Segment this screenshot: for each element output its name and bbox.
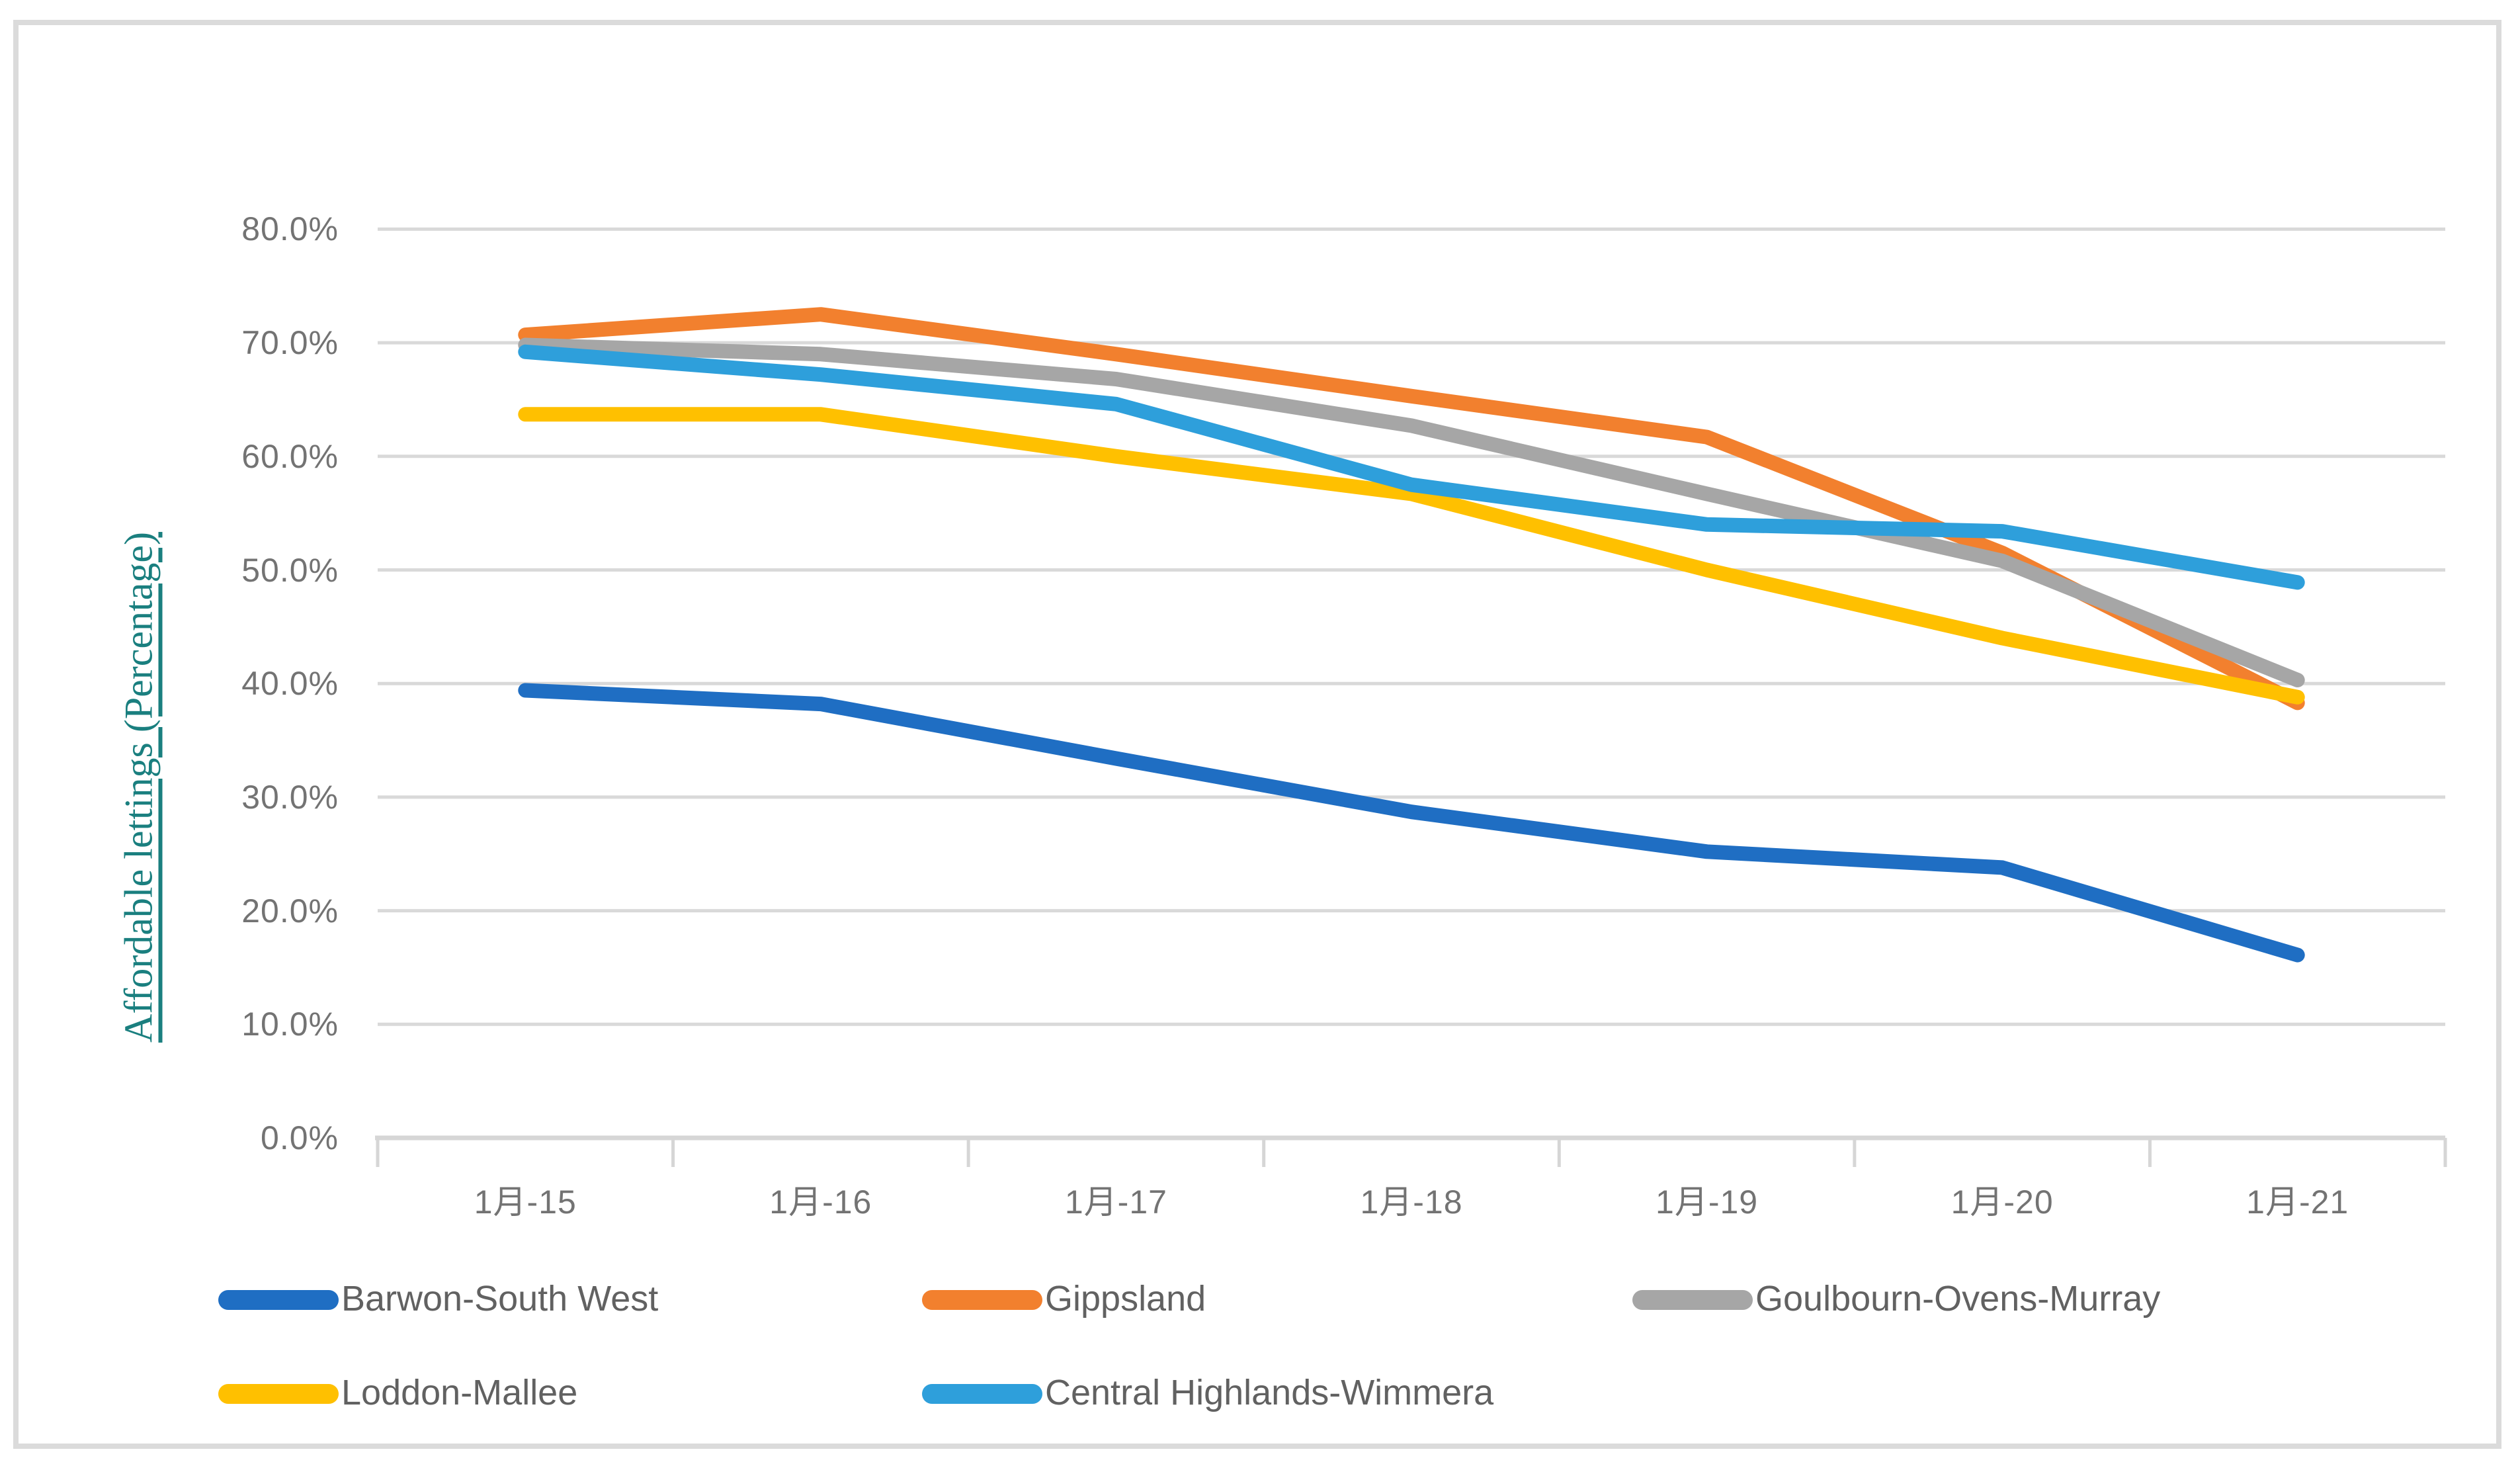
series-line-goulbourn-ovens-murray — [518, 337, 2305, 687]
y-axis-tick-label: 10.0% — [241, 1006, 339, 1043]
x-axis-tick-label: 1月-17 — [1064, 1184, 1167, 1221]
x-axis-tick-label: 1月-18 — [1360, 1184, 1463, 1221]
y-axis-tick-label: 20.0% — [241, 892, 339, 930]
series-line-barwon-south-west — [518, 683, 2305, 963]
legend-swatch-gippsland — [922, 1290, 1042, 1310]
legend-label: Barwon-South West — [341, 1279, 659, 1319]
y-axis-tick-label: 60.0% — [241, 437, 339, 475]
series-line-central-highlands-wimmera — [518, 344, 2305, 590]
legend-label: Central Highlands-Wimmera — [1045, 1373, 1494, 1412]
series-line-loddon-mallee — [518, 407, 2305, 705]
y-axis-tick-label: 30.0% — [241, 778, 339, 816]
y-axis-tick-label: 0.0% — [261, 1119, 339, 1156]
legend-swatch-loddon-mallee — [218, 1384, 339, 1404]
x-axis-tick-label: 1月-20 — [1951, 1184, 2054, 1221]
y-axis-title-text: Affordable lettings (Percentage) — [116, 532, 161, 1043]
y-axis-tick-label: 50.0% — [241, 551, 339, 589]
y-axis-tick-label: 70.0% — [241, 324, 339, 362]
legend-label: Loddon-Mallee — [341, 1373, 578, 1412]
legend-swatch-goulbourn-ovens-murray — [1632, 1290, 1753, 1310]
chart-frame — [13, 20, 2501, 1449]
x-axis-tick-label: 1月-16 — [769, 1184, 872, 1221]
legend-swatch-barwon-south-west — [218, 1290, 339, 1310]
x-axis-tick-label: 1月-21 — [2246, 1184, 2349, 1221]
x-axis-tick-label: 1月-19 — [1656, 1184, 1759, 1221]
x-axis-tick-label: 1月-15 — [474, 1184, 577, 1221]
y-axis-tick-label: 80.0% — [241, 210, 339, 248]
legend-swatch-central-highlands-wimmera — [922, 1384, 1042, 1404]
legend-label: Gippsland — [1045, 1279, 1206, 1319]
legend-label: Goulbourn-Ovens-Murray — [1755, 1279, 2161, 1319]
series-line-gippsland — [518, 307, 2305, 711]
y-axis-tick-label: 40.0% — [241, 665, 339, 703]
